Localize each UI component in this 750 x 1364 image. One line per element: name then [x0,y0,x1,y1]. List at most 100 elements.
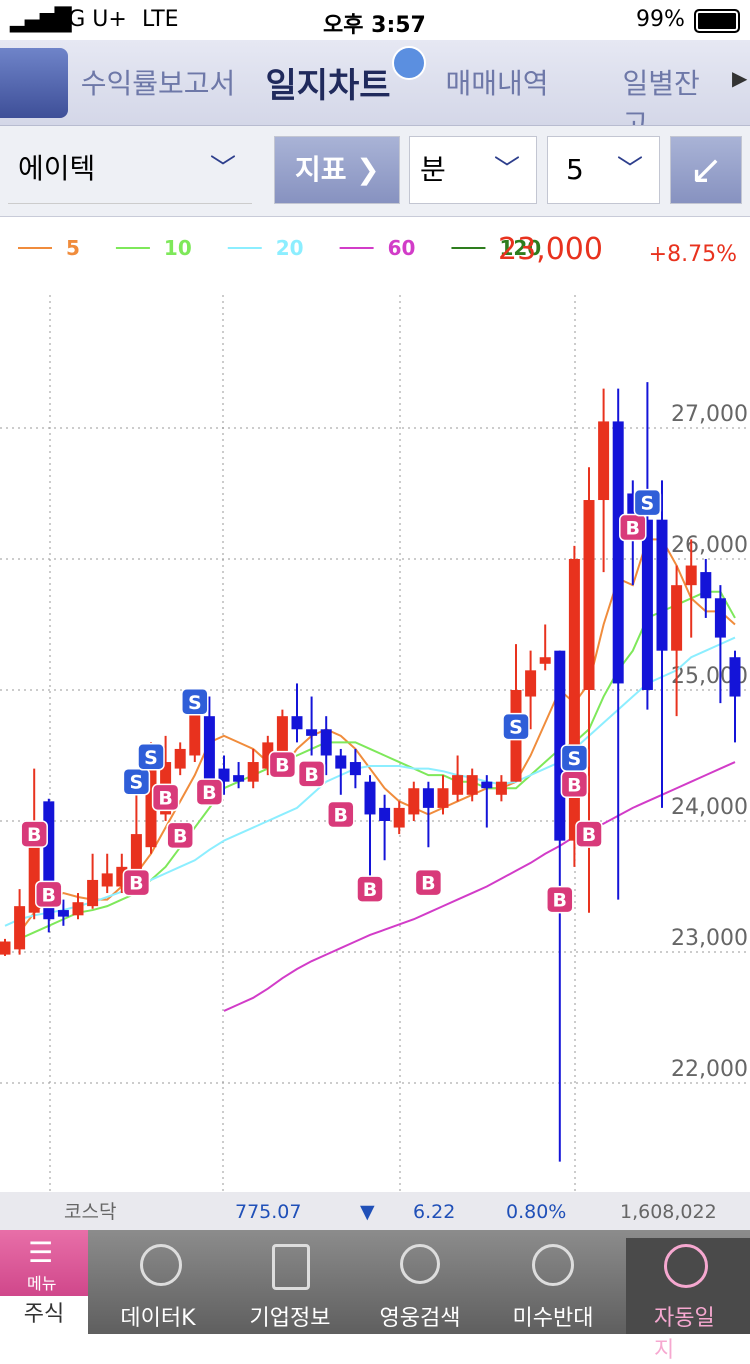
legend-label: 10 [164,236,192,260]
candle-body [481,781,493,789]
candle-body [422,788,434,808]
candle-body [393,807,405,828]
trade-marker: B [356,875,384,903]
ticker-rate: 0.80% [506,1201,567,1223]
trade-badge [502,712,530,741]
nav-item-active[interactable]: 자동일지 [654,1306,715,1363]
candle-body [262,742,274,769]
toolbar: 에이텍 ﹀ 지표 ❯ 분 ﹀ 5 ﹀ ↙ [0,125,750,217]
candle-body [233,775,245,782]
candle-body [656,519,668,651]
trade-badge [546,885,574,914]
trade-marker: S [633,488,662,517]
candle-body [379,807,391,821]
time: 오후 3:57 [323,13,426,38]
icon [532,1244,574,1286]
trade-marker: B [122,868,151,897]
candle-body [57,910,69,917]
ticker-index: 775.07 [235,1201,302,1223]
trade-label: B [363,879,377,901]
stock-select[interactable]: 에이텍 ﹀ [8,136,252,204]
nav-item[interactable]: 미수반대 [512,1306,594,1331]
trade-badge [414,868,443,897]
candle-body [685,565,697,586]
nav-item[interactable]: 기업정보 [249,1306,331,1331]
candle-body [466,775,478,795]
candle-body [612,421,624,684]
menu-label: 메뉴 [27,1274,57,1293]
expand-button[interactable]: ↙ [670,136,742,204]
battery-text: 99% [636,7,685,32]
candle-body [306,729,318,736]
tab[interactable]: 일별잔고 [622,67,700,140]
icon [664,1244,708,1288]
trade-label: S [568,748,582,770]
trade-badge [619,513,647,542]
last-price: 23,000 [498,232,603,267]
candle-body [72,902,84,916]
trade-marker: B [414,868,443,897]
y-tick-label: 22,000 [671,1057,748,1082]
candle-body [495,781,507,795]
candle-body [554,650,566,841]
candle-body [0,941,11,955]
candle-body [174,748,186,769]
trade-label: B [304,764,318,786]
menu-button[interactable]: ☰ 메뉴 주식 [0,1230,88,1334]
trade-badge [633,488,662,517]
trade-badge [151,783,180,812]
candle-body [598,421,610,501]
y-tick-label: 27,000 [671,402,748,427]
ticker-change: 6.22 [413,1201,456,1223]
trade-label: B [27,824,41,846]
trade-marker: B [268,750,297,779]
trade-marker: B [166,821,194,850]
ma-line [223,761,736,1012]
trade-label: S [188,692,202,714]
network: LTE [142,7,179,32]
trade-badge [166,821,194,850]
trade-badge [575,820,603,848]
trade-badge [181,688,209,716]
down-arrow: ▼ [360,1201,375,1223]
trade-label: S [641,493,655,515]
battery-icon [694,9,740,33]
trade-label: B [334,804,348,826]
nav-item[interactable]: 영웅검색 [379,1306,461,1331]
trade-label: B [173,825,187,847]
trade-label: B [567,774,581,796]
trade-marker: B [327,800,355,829]
trade-label: S [144,747,158,769]
tab-active[interactable]: 일지차트 [265,66,391,106]
more-arrow[interactable]: ▶ [732,66,748,90]
ticker-name: 코스닥 [64,1201,117,1223]
ticker-bar: 코스닥 775.07 ▼ 6.22 0.80% 1,608,022 [0,1192,750,1232]
indicator-button[interactable]: 지표 ❯ [274,136,400,204]
nav-item[interactable]: 데이터K [120,1306,196,1331]
candle-body [583,500,595,690]
tab[interactable]: 매매내역 [445,67,549,100]
ticker-volume: 1,608,022 [620,1201,717,1223]
legend-label: 60 [388,236,416,260]
stock-name: 에이텍 [18,152,96,185]
tab[interactable]: 수익률보고서 [80,67,236,100]
candle-body [28,827,40,913]
interval-select[interactable]: 5 ﹀ [547,136,660,204]
y-tick-label: 26,000 [671,533,748,558]
unit-select[interactable]: 분 ﹀ [409,136,537,204]
trade-marker: B [151,783,180,812]
legend-label: 5 [66,236,80,260]
trade-badge [195,778,224,806]
candle-body [320,729,332,756]
badge [392,46,426,80]
candle-body [276,716,288,756]
candle-body [43,801,55,920]
candle-body [130,834,142,874]
y-tick-label: 24,000 [671,795,748,820]
trade-marker: B [560,770,589,799]
tab-bar: 수익률보고서 일지차트 매매내역 일별잔고 ▶ [0,40,750,140]
back-button[interactable] [0,48,68,118]
trade-label: B [582,824,596,846]
candle-body [539,657,551,664]
